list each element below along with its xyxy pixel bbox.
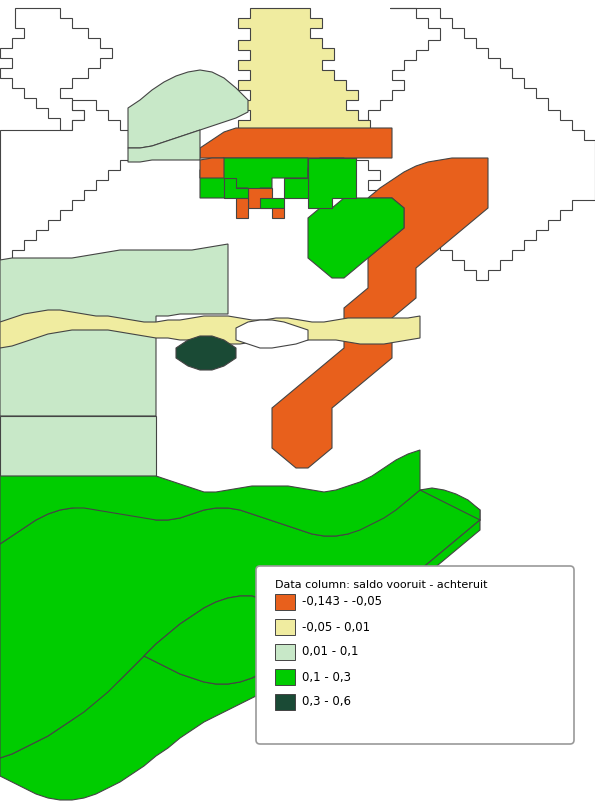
Polygon shape (260, 198, 284, 208)
Polygon shape (238, 8, 370, 180)
Polygon shape (0, 8, 112, 130)
Bar (275, 694, 295, 710)
Bar (275, 669, 295, 685)
Text: -0,05 - 0,01: -0,05 - 0,01 (302, 620, 370, 633)
Bar (275, 594, 295, 610)
Polygon shape (308, 158, 344, 178)
Polygon shape (144, 488, 480, 684)
Polygon shape (200, 158, 224, 178)
Bar (275, 644, 295, 660)
Polygon shape (128, 130, 200, 162)
Polygon shape (308, 158, 356, 208)
Polygon shape (128, 70, 248, 148)
Polygon shape (0, 490, 480, 758)
Polygon shape (176, 336, 236, 370)
Polygon shape (284, 178, 308, 198)
Polygon shape (200, 158, 308, 198)
Polygon shape (200, 128, 392, 158)
Polygon shape (224, 178, 248, 198)
Polygon shape (0, 100, 156, 400)
Polygon shape (0, 450, 420, 544)
Text: 0,01 - 0,1: 0,01 - 0,1 (302, 646, 359, 659)
Text: 0,3 - 0,6: 0,3 - 0,6 (302, 696, 351, 709)
Polygon shape (344, 8, 595, 280)
Polygon shape (0, 648, 300, 800)
Polygon shape (272, 158, 488, 468)
Polygon shape (0, 310, 420, 348)
Text: Data column: saldo vooruit - achteruit: Data column: saldo vooruit - achteruit (275, 580, 487, 590)
Text: -0,143 - -0,05: -0,143 - -0,05 (302, 595, 382, 608)
Bar (275, 619, 295, 635)
Text: 0,1 - 0,3: 0,1 - 0,3 (302, 671, 351, 684)
Polygon shape (0, 416, 156, 476)
Polygon shape (248, 188, 272, 208)
FancyBboxPatch shape (256, 566, 574, 744)
Polygon shape (308, 198, 404, 278)
Polygon shape (0, 244, 228, 416)
Polygon shape (236, 198, 248, 218)
Polygon shape (272, 208, 284, 218)
Polygon shape (236, 320, 308, 348)
